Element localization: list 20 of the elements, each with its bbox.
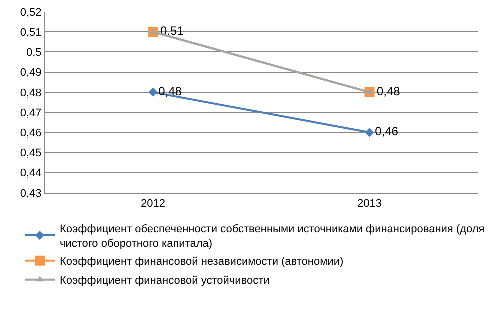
point — [365, 128, 374, 138]
y-tick-label: 0,51 — [20, 26, 42, 39]
data-label: 0,48 — [377, 84, 401, 98]
y-tick-label: 0,5 — [26, 47, 42, 60]
y-tick-label: 0,45 — [20, 148, 42, 160]
y-tick-label: 0,48 — [20, 87, 42, 100]
y-tick-label: 0,46 — [20, 128, 42, 140]
y-tick-label: 0,43 — [20, 188, 42, 200]
y-tick-label: 0,44 — [20, 168, 42, 180]
x-tick-label: 2012 — [141, 198, 166, 210]
point — [148, 88, 158, 97]
y-tick-label: 0,49 — [20, 67, 42, 80]
x-tick-label: 2013 — [358, 198, 382, 210]
y-tick-label: 0,52 — [20, 6, 42, 19]
y-tick-label: 0,47 — [20, 107, 42, 120]
legend-label: Коэффициент финансовой устойчивости — [60, 275, 270, 288]
legend-label: Коэффициент обеспеченности собственными источниками финансирования (доля чистого оборотного капитала) — [60, 224, 485, 250]
data-label: 0,48 — [158, 84, 182, 98]
legend-label: Коэффициент финансовой независимости (автономии) — [60, 256, 344, 268]
data-label: 0,46 — [375, 124, 399, 139]
